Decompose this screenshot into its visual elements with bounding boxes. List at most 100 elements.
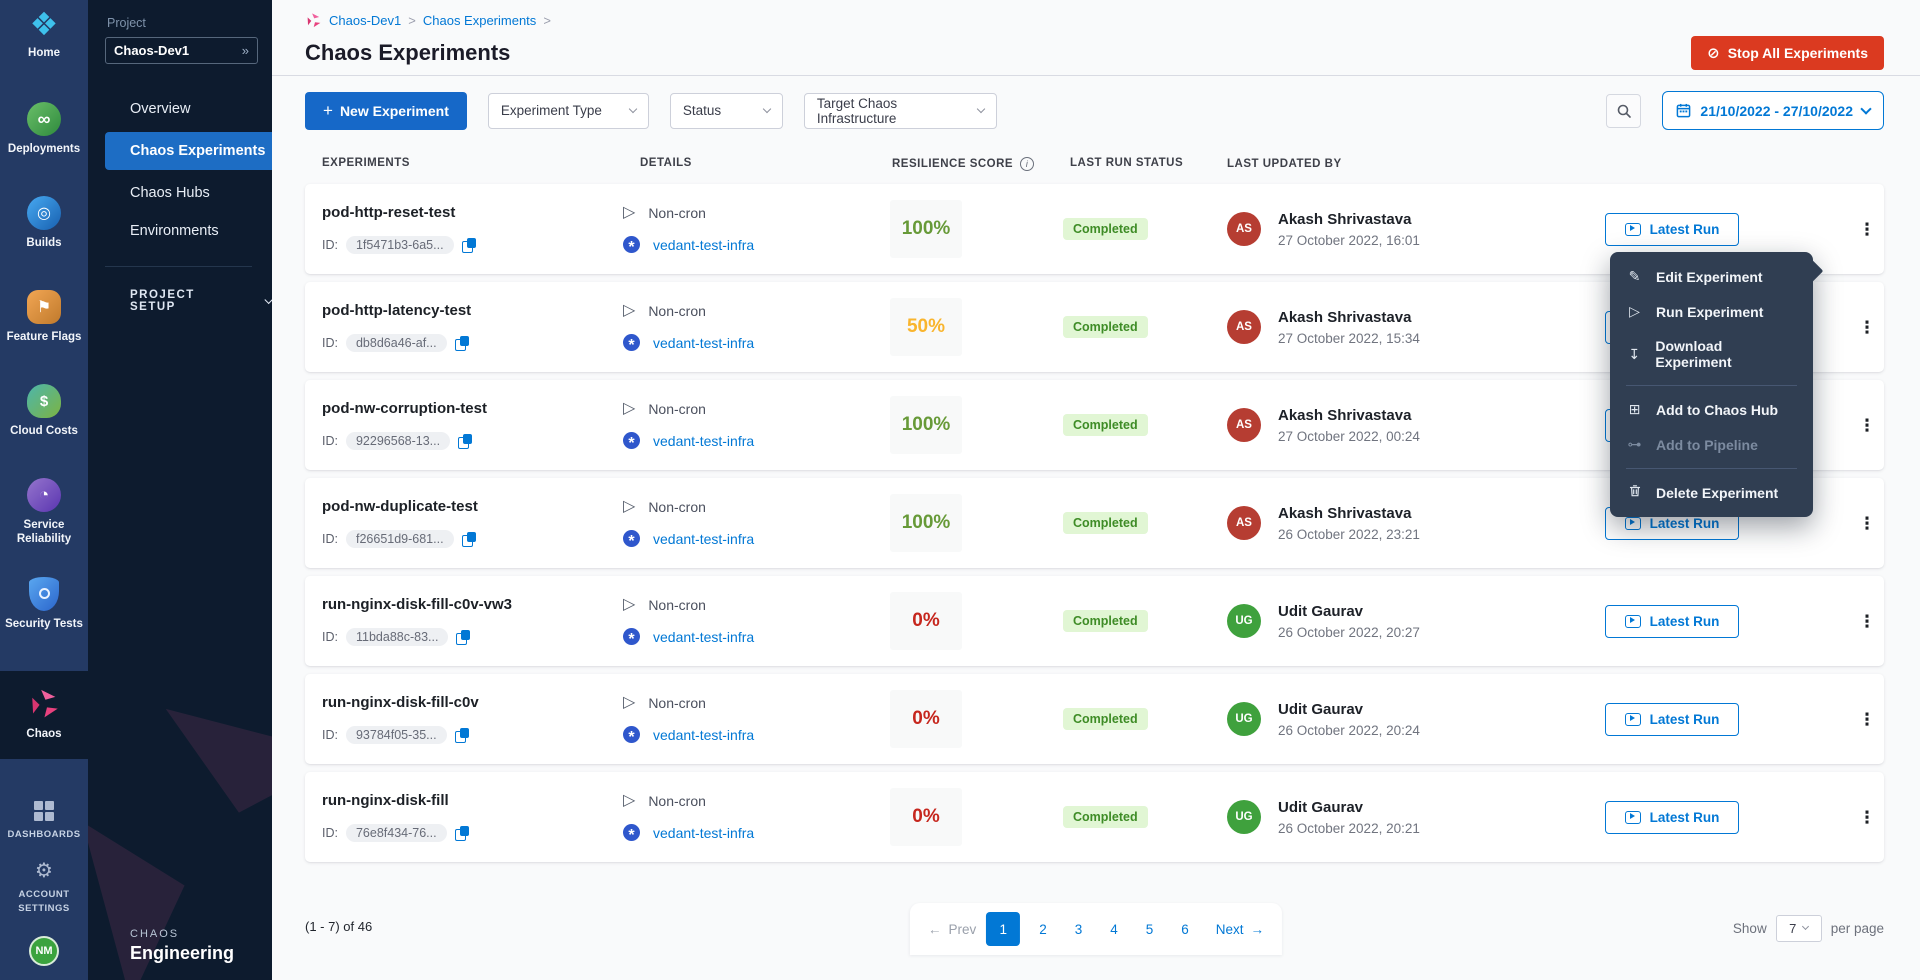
page-button-3[interactable]: 3 bbox=[1074, 921, 1083, 937]
menu-item-add-to-pipeline[interactable]: ⊶ Add to Pipeline bbox=[1610, 427, 1813, 462]
project-sidebar: Project Chaos-Dev1 » Overview Chaos Expe… bbox=[88, 0, 272, 980]
experiment-name[interactable]: run-nginx-disk-fill bbox=[322, 792, 449, 809]
project-setup-toggle[interactable]: PROJECT SETUP bbox=[130, 289, 272, 313]
filter-target-chaos-infrastructure[interactable]: Target Chaos Infrastructure bbox=[803, 92, 997, 129]
avatar: AS bbox=[1227, 310, 1261, 344]
kebab-menu-icon[interactable]: ⋮ bbox=[1858, 807, 1876, 827]
prev-page-button[interactable]: ← Prev bbox=[928, 922, 976, 937]
infrastructure-link[interactable]: vedant-test-infra bbox=[653, 334, 755, 351]
kebab-menu-icon[interactable]: ⋮ bbox=[1858, 611, 1876, 631]
sidebar-item-chaos-hubs[interactable]: Chaos Hubs bbox=[130, 185, 210, 201]
user-name: Udit Gaurav bbox=[1278, 602, 1364, 620]
experiment-name[interactable]: pod-nw-duplicate-test bbox=[322, 498, 478, 515]
copy-icon[interactable] bbox=[461, 531, 476, 547]
filter-status[interactable]: Status bbox=[669, 92, 783, 129]
infrastructure-link[interactable]: vedant-test-infra bbox=[653, 530, 755, 547]
latest-run-button[interactable]: Latest Run bbox=[1605, 212, 1739, 246]
sidebar-item-feature-flags[interactable]: ⚑ Feature Flags bbox=[0, 290, 88, 354]
menu-item-add-to-chaos-hub[interactable]: ⊞ Add to Chaos Hub bbox=[1610, 392, 1813, 427]
stop-all-label: Stop All Experiments bbox=[1727, 45, 1868, 61]
sidebar-item-chaos-experiments[interactable]: Chaos Experiments bbox=[105, 132, 272, 170]
kebab-menu-icon[interactable]: ⋮ bbox=[1858, 513, 1876, 533]
infrastructure-link[interactable]: vedant-test-infra bbox=[653, 432, 755, 449]
schedule-type: Non-cron bbox=[648, 303, 706, 319]
latest-run-button[interactable]: Latest Run bbox=[1605, 604, 1739, 638]
schedule-type: Non-cron bbox=[648, 499, 706, 515]
status-badge: Completed bbox=[1063, 512, 1148, 534]
experiment-name[interactable]: pod-http-reset-test bbox=[322, 204, 456, 221]
score-value: 100% bbox=[901, 414, 951, 435]
page-button-2[interactable]: 2 bbox=[1039, 921, 1047, 937]
copy-icon[interactable] bbox=[461, 237, 476, 253]
copy-icon[interactable] bbox=[454, 825, 469, 841]
infrastructure-link[interactable]: vedant-test-infra bbox=[653, 726, 755, 743]
next-page-button[interactable]: Next → bbox=[1216, 922, 1264, 937]
sidebar-item-builds[interactable]: ◎ Builds bbox=[0, 196, 88, 260]
brand-eyebrow: CHAOS bbox=[130, 928, 180, 940]
sidebar-item-service-reliability[interactable]: ◔ Service Reliability bbox=[0, 478, 88, 547]
column-header-label: RESILIENCE SCORE bbox=[892, 158, 1014, 170]
menu-item-edit-experiment[interactable]: ✎ Edit Experiment bbox=[1610, 259, 1813, 294]
infrastructure-link[interactable]: vedant-test-infra bbox=[653, 236, 755, 253]
date-range-picker[interactable]: 21/10/2022 - 27/10/2022 bbox=[1662, 91, 1884, 130]
copy-icon[interactable] bbox=[456, 629, 471, 645]
filter-experiment-type[interactable]: Experiment Type bbox=[487, 92, 649, 129]
copy-icon[interactable] bbox=[458, 433, 473, 449]
updated-date: 27 October 2022, 16:01 bbox=[1278, 232, 1420, 248]
project-selector[interactable]: Chaos-Dev1 » bbox=[105, 37, 258, 64]
kebab-menu-icon[interactable]: ⋮ bbox=[1858, 317, 1876, 337]
score-value: 100% bbox=[901, 512, 951, 533]
new-experiment-button[interactable]: + New Experiment bbox=[305, 91, 467, 130]
sidebar-item-cloud-costs[interactable]: $ Cloud Costs bbox=[0, 384, 88, 448]
chevron-down-icon bbox=[762, 104, 772, 113]
id-label: ID: bbox=[322, 826, 338, 840]
play-icon: ▷ bbox=[623, 204, 636, 221]
stop-all-experiments-button[interactable]: ⊘ Stop All Experiments bbox=[1691, 36, 1884, 70]
page-size-select[interactable]: 7 bbox=[1775, 915, 1822, 942]
sidebar-item-security-tests[interactable]: Security Tests bbox=[0, 576, 88, 641]
page-button-5[interactable]: 5 bbox=[1145, 921, 1154, 937]
column-header-details: DETAILS bbox=[640, 157, 692, 169]
security-tests-icon bbox=[29, 576, 59, 611]
experiment-name[interactable]: run-nginx-disk-fill-c0v bbox=[322, 694, 479, 711]
kebab-menu-icon[interactable]: ⋮ bbox=[1858, 709, 1876, 729]
menu-item-download-experiment[interactable]: ↧ Download Experiment bbox=[1610, 329, 1813, 379]
kebab-menu-icon[interactable]: ⋮ bbox=[1858, 415, 1876, 435]
page-button-1[interactable]: 1 bbox=[986, 912, 1021, 946]
infrastructure-link[interactable]: vedant-test-infra bbox=[653, 628, 755, 645]
experiment-name[interactable]: run-nginx-disk-fill-c0v-vw3 bbox=[322, 596, 513, 613]
latest-run-button[interactable]: Latest Run bbox=[1605, 702, 1739, 736]
experiment-name[interactable]: pod-nw-corruption-test bbox=[322, 400, 487, 417]
experiment-name[interactable]: pod-http-latency-test bbox=[322, 302, 472, 319]
menu-item-run-experiment[interactable]: ▷ Run Experiment bbox=[1610, 294, 1813, 329]
collapse-icon[interactable]: » bbox=[241, 43, 249, 58]
user-avatar[interactable]: NM bbox=[29, 936, 59, 966]
sidebar-item-chaos[interactable]: Chaos bbox=[0, 670, 88, 760]
menu-item-delete-experiment[interactable]: Delete Experiment bbox=[1610, 475, 1813, 510]
info-icon[interactable]: i bbox=[1020, 157, 1035, 171]
breadcrumb-link-page[interactable]: Chaos Experiments bbox=[422, 13, 537, 28]
copy-icon[interactable] bbox=[454, 727, 469, 743]
page-button-6[interactable]: 6 bbox=[1181, 921, 1189, 937]
sidebar-item-deployments[interactable]: ∞ Deployments bbox=[0, 102, 88, 166]
sidebar-item-overview[interactable]: Overview bbox=[130, 101, 191, 117]
latest-run-button[interactable]: Latest Run bbox=[1605, 800, 1739, 834]
kebab-menu-icon[interactable]: ⋮ bbox=[1858, 219, 1876, 239]
search-button[interactable] bbox=[1606, 93, 1642, 128]
menu-item-label: Add to Pipeline bbox=[1656, 436, 1758, 453]
sidebar-item-dashboards[interactable]: DASHBOARDS bbox=[7, 800, 80, 842]
breadcrumb-link-project[interactable]: Chaos-Dev1 bbox=[329, 13, 402, 28]
copy-icon[interactable] bbox=[454, 335, 469, 351]
menu-divider bbox=[1626, 385, 1797, 386]
sidebar-item-environments[interactable]: Environments bbox=[130, 223, 219, 239]
table-header: EXPERIMENTS DETAILS RESILIENCE SCORE i L… bbox=[272, 130, 1920, 184]
infrastructure-link[interactable]: vedant-test-infra bbox=[653, 824, 755, 841]
divider bbox=[105, 266, 252, 267]
page-button-4[interactable]: 4 bbox=[1110, 921, 1118, 937]
feature-flags-icon: ⚑ bbox=[27, 290, 61, 324]
updated-date: 26 October 2022, 20:27 bbox=[1278, 624, 1420, 640]
sidebar-item-home[interactable]: ❖ Home bbox=[0, 8, 88, 72]
experiment-id: 11bda88c-83... bbox=[345, 628, 449, 646]
sidebar-item-account-settings[interactable]: ⚙ ACCOUNT SETTINGS bbox=[4, 861, 84, 916]
show-label: Show bbox=[1732, 921, 1767, 936]
